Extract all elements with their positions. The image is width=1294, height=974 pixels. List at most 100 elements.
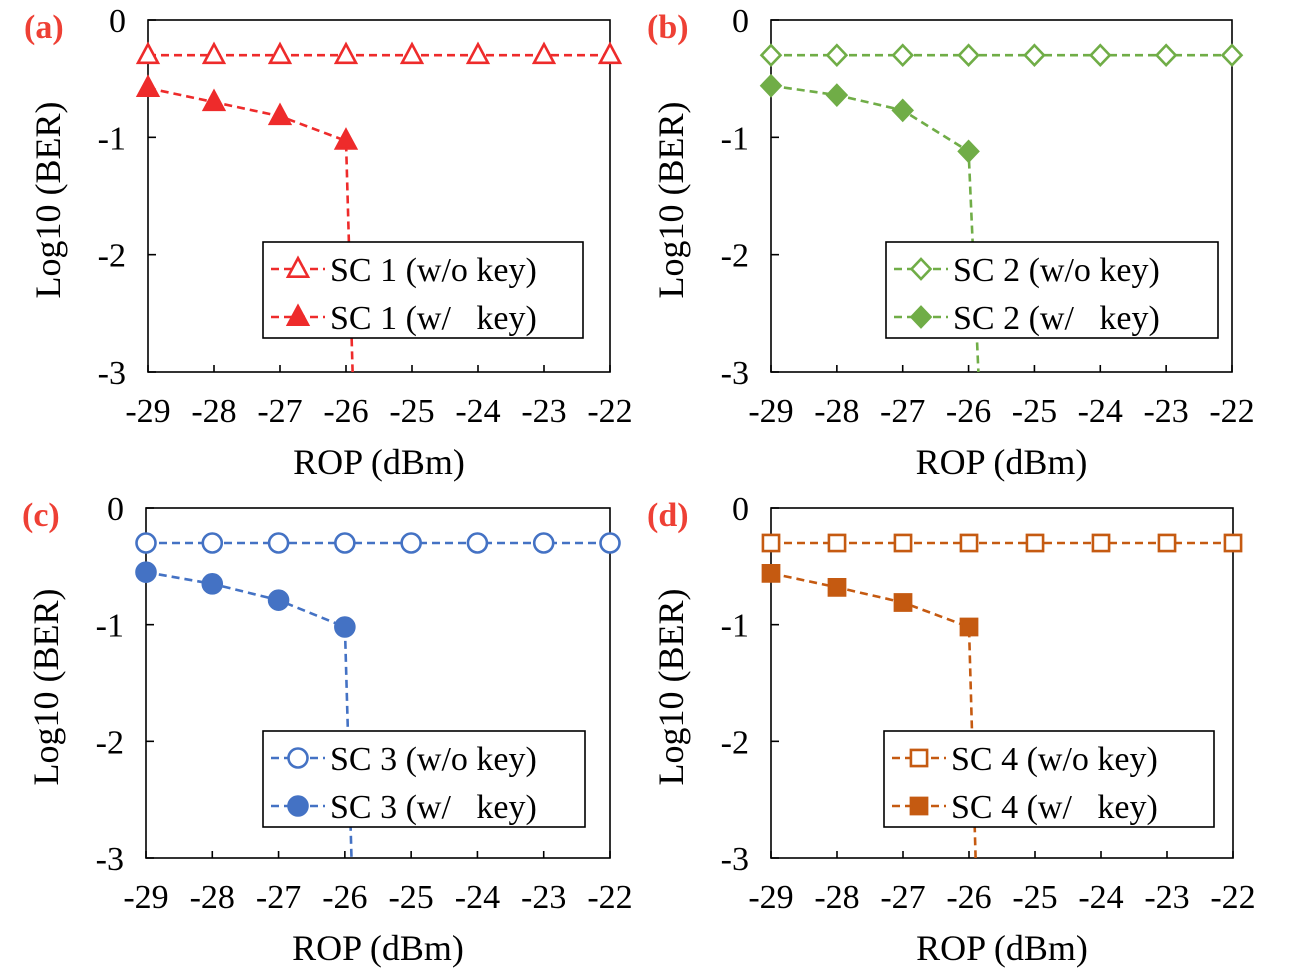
data-point-without-key <box>466 532 489 554</box>
data-point-without-key <box>599 532 621 554</box>
legend: SC 1 (w/o key) SC 1 (w/ key) <box>262 241 584 339</box>
legend-label: SC 1 (w/o key) <box>330 252 537 289</box>
x-tick-label: -28 <box>814 879 859 916</box>
data-point-with-key <box>267 102 293 126</box>
legend-marker <box>909 305 933 329</box>
x-tick-label: -22 <box>1209 393 1254 430</box>
y-tick-label: -1 <box>98 120 126 157</box>
chart-panel-a: 0 -1 -2 -3-29 -28 -27 -26 -25 -24 -23 -22 ROP (dBm)… <box>24 3 633 482</box>
data-point-with-key <box>135 561 157 583</box>
y-tick-label: -2 <box>721 724 749 761</box>
data-point-with-key <box>333 127 359 150</box>
chart-panel-d: 0 -1 -2 -3-29 -28 -27 -26 -25 -24 -23 -22 ROP (dBm)… <box>647 491 1256 968</box>
x-tick-label: -25 <box>389 393 434 430</box>
panel-label: (d) <box>647 497 689 534</box>
x-tick-label: -28 <box>814 393 859 430</box>
x-tick-label: -26 <box>946 393 991 430</box>
x-tick-label: -29 <box>748 879 793 916</box>
legend-label: SC 3 (w/o key) <box>330 741 537 778</box>
x-axis-title: ROP (dBm) <box>292 928 464 968</box>
x-tick-label: -25 <box>388 879 433 916</box>
data-point-with-key <box>893 593 913 612</box>
x-tick-label: -23 <box>1143 393 1188 430</box>
y-tick-label: -2 <box>721 238 749 275</box>
data-point-without-key <box>825 43 849 68</box>
chart-panel-c: 0 -1 -2 -3-29 -28 -27 -26 -25 -24 -23 -22 ROP (dBm)… <box>22 491 633 968</box>
data-point-with-key <box>267 589 290 611</box>
data-point-without-key <box>399 41 425 65</box>
panel-label: (c) <box>22 497 60 534</box>
legend-label: SC 2 (w/ key) <box>953 300 1160 337</box>
data-point-without-key <box>465 41 491 65</box>
x-axis-title: ROP (dBm) <box>916 928 1088 968</box>
plot-frame <box>770 19 1233 373</box>
data-point-with-key <box>201 88 227 112</box>
data-point-with-key <box>761 563 781 583</box>
x-axis-title: ROP (dBm) <box>916 442 1088 482</box>
data-point-without-key <box>597 41 623 65</box>
y-tick-label: -1 <box>721 120 749 157</box>
data-point-with-key <box>827 577 847 597</box>
x-tick-label: -28 <box>191 393 236 430</box>
x-tick-label: -22 <box>587 393 632 430</box>
legend: SC 3 (w/o key) SC 3 (w/ key) <box>262 730 586 828</box>
y-tick-label: -3 <box>96 841 124 878</box>
data-point-without-key <box>1223 533 1243 553</box>
legend-box <box>883 730 1215 828</box>
legend-label: SC 4 (w/o key) <box>951 741 1158 778</box>
x-tick-label: -24 <box>455 393 500 430</box>
x-tick-label: -29 <box>125 393 170 430</box>
legend-marker <box>285 303 311 326</box>
data-point-with-key <box>959 617 979 637</box>
plot-frame <box>147 19 611 373</box>
legend-marker <box>909 257 933 281</box>
legend-marker <box>287 795 309 817</box>
x-tick-label: -23 <box>1144 879 1189 916</box>
y-tick-label: -2 <box>98 238 126 275</box>
legend-label: SC 2 (w/o key) <box>953 252 1160 289</box>
x-tick-label: -23 <box>521 393 566 430</box>
data-point-without-key <box>1025 533 1045 553</box>
legend-marker <box>909 748 929 768</box>
plot-frame <box>145 507 611 859</box>
data-point-without-key <box>1091 533 1111 553</box>
y-tick-label: -1 <box>721 608 749 645</box>
x-tick-label: -27 <box>880 879 925 916</box>
data-point-without-key <box>827 533 847 553</box>
legend-label: SC 1 (w/ key) <box>330 300 537 337</box>
x-tick-label: -24 <box>1078 879 1123 916</box>
y-axis-title: Log10 (BER) <box>651 102 691 299</box>
y-axis-title: Log10 (BER) <box>26 589 66 786</box>
data-point-without-key <box>135 41 161 65</box>
data-point-without-key <box>532 532 555 554</box>
panel-label: (b) <box>647 9 689 46</box>
x-tick-label: -25 <box>1012 393 1057 430</box>
data-point-without-key <box>891 43 915 68</box>
legend-box <box>262 241 584 339</box>
data-point-without-key <box>957 43 980 68</box>
data-point-without-key <box>333 41 359 65</box>
x-tick-label: -22 <box>587 879 632 916</box>
data-point-without-key <box>1220 43 1244 68</box>
y-tick-label: -2 <box>96 724 124 761</box>
x-axis-title: ROP (dBm) <box>293 442 465 482</box>
y-tick-label: 0 <box>109 3 126 40</box>
x-tick-label: -25 <box>1012 879 1057 916</box>
x-tick-label: -26 <box>946 879 991 916</box>
data-point-with-key <box>201 573 224 595</box>
data-point-without-key <box>201 532 224 554</box>
data-point-without-key <box>1023 43 1046 68</box>
legend-marker <box>909 796 929 816</box>
x-tick-label: -29 <box>123 879 168 916</box>
data-point-without-key <box>959 533 979 553</box>
x-tick-label: -24 <box>455 879 500 916</box>
data-point-without-key <box>1088 43 1112 68</box>
legend-marker <box>285 255 311 278</box>
y-tick-label: -1 <box>96 608 124 645</box>
plot-frame <box>770 507 1234 859</box>
legend-label: SC 4 (w/ key) <box>951 789 1158 826</box>
x-tick-label: -26 <box>323 393 368 430</box>
legend-marker <box>287 747 309 769</box>
x-tick-label: -28 <box>190 879 235 916</box>
